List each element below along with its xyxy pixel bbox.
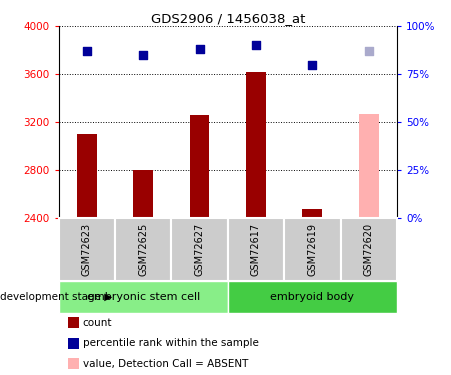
FancyBboxPatch shape bbox=[341, 217, 397, 281]
Text: GSM72617: GSM72617 bbox=[251, 223, 261, 276]
Bar bbox=[359, 114, 378, 218]
Point bbox=[140, 52, 147, 58]
Text: GSM72627: GSM72627 bbox=[194, 223, 205, 276]
Text: embryonic stem cell: embryonic stem cell bbox=[87, 292, 200, 302]
FancyBboxPatch shape bbox=[284, 217, 341, 281]
FancyBboxPatch shape bbox=[171, 217, 228, 281]
Text: value, Detection Call = ABSENT: value, Detection Call = ABSENT bbox=[83, 359, 248, 369]
Text: count: count bbox=[83, 318, 112, 327]
Bar bbox=[77, 134, 97, 218]
Text: GSM72620: GSM72620 bbox=[364, 223, 374, 276]
Bar bbox=[190, 115, 209, 218]
Text: GSM72623: GSM72623 bbox=[82, 223, 92, 276]
Point bbox=[308, 62, 316, 68]
Point bbox=[196, 46, 203, 52]
Point bbox=[83, 48, 90, 54]
Bar bbox=[133, 170, 153, 217]
FancyBboxPatch shape bbox=[59, 281, 228, 313]
Bar bbox=[303, 209, 322, 218]
FancyBboxPatch shape bbox=[115, 217, 171, 281]
Point bbox=[253, 42, 260, 48]
FancyBboxPatch shape bbox=[228, 281, 397, 313]
Text: GSM72619: GSM72619 bbox=[307, 223, 318, 276]
Bar bbox=[246, 72, 266, 217]
FancyBboxPatch shape bbox=[59, 217, 115, 281]
Point bbox=[365, 48, 373, 54]
Title: GDS2906 / 1456038_at: GDS2906 / 1456038_at bbox=[151, 12, 305, 25]
Text: percentile rank within the sample: percentile rank within the sample bbox=[83, 338, 258, 348]
Text: GSM72625: GSM72625 bbox=[138, 223, 148, 276]
Text: embryoid body: embryoid body bbox=[270, 292, 354, 302]
FancyBboxPatch shape bbox=[228, 217, 284, 281]
Text: development stage ▶: development stage ▶ bbox=[0, 292, 112, 302]
